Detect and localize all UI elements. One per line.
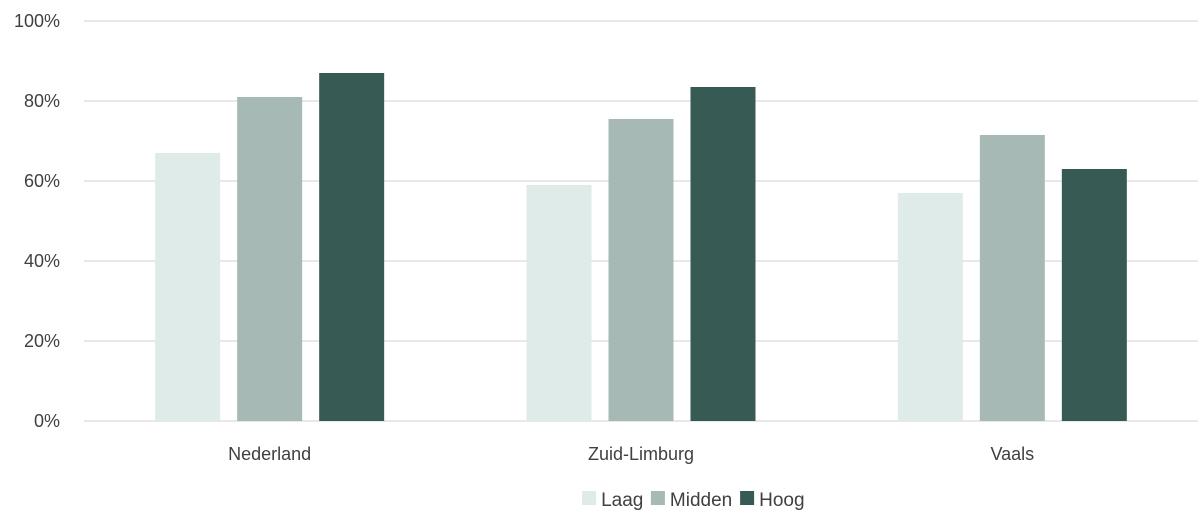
legend-label-hoog: Hoog [759,490,804,511]
y-tick-label: 100% [14,11,60,31]
legend: Laag Midden Hoog [582,490,805,511]
bar-laag-vaals [897,193,963,421]
bar-laag-nederland [155,153,221,421]
legend-label-laag: Laag [601,490,643,511]
y-tick-label: 0% [34,411,60,431]
bar-hoog-nederland [319,73,385,421]
legend-label-midden: Midden [670,490,732,511]
bar-midden-vaals [979,135,1045,421]
x-axis-categories: Nederland Zuid-Limburg Vaals [228,444,1034,464]
bar-midden-zuid-limburg [608,119,674,421]
legend-swatch-midden [650,491,665,505]
y-tick-label: 20% [24,331,60,351]
x-category-label: Nederland [228,444,311,464]
x-category-label: Vaals [990,444,1034,464]
x-category-label: Zuid-Limburg [588,444,694,464]
bar-hoog-zuid-limburg [690,87,756,421]
y-tick-label: 60% [24,171,60,191]
bar-hoog-vaals [1061,169,1127,421]
y-tick-label: 80% [24,91,60,111]
y-tick-label: 40% [24,251,60,271]
bars [155,73,1127,421]
bar-laag-zuid-limburg [526,185,592,421]
bar-midden-nederland [237,97,303,421]
legend-swatch-laag [582,491,597,505]
y-axis-ticks: 0% 20% 40% 60% 80% 100% [14,11,60,431]
legend-swatch-hoog [740,491,755,505]
